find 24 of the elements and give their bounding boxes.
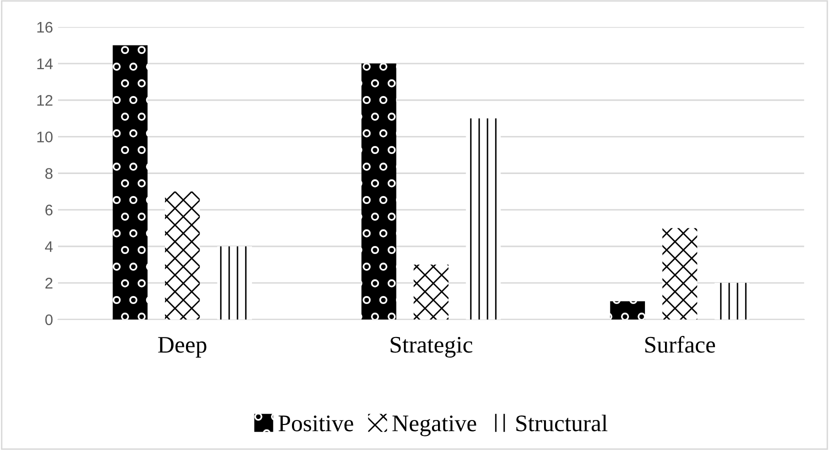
y-tick-label: 2	[45, 278, 52, 288]
legend-label: Structural	[516, 414, 608, 432]
y-tick-label: 6	[45, 204, 52, 216]
bar	[610, 301, 645, 320]
y-tick-label: 12	[37, 94, 52, 106]
bar	[164, 192, 200, 320]
y-tick-label: 10	[37, 132, 53, 142]
y-tick-label: 8	[45, 168, 53, 179]
bar	[466, 118, 501, 320]
bar	[112, 45, 148, 320]
bar	[361, 64, 396, 320]
bar	[714, 282, 750, 320]
y-tick-label: 14	[37, 58, 53, 70]
bar	[414, 264, 448, 320]
y-tick-label: 16	[37, 22, 52, 33]
y-tick-label: 0	[45, 314, 53, 326]
x-tick-label: Strategic	[390, 336, 472, 358]
bar	[662, 228, 698, 320]
legend-label: Positive	[278, 415, 354, 432]
x-tick-label: Surface	[645, 336, 716, 353]
y-tick-label: 4	[45, 241, 53, 252]
legend-label: Negative	[392, 415, 476, 436]
x-tick-label: Deep	[158, 337, 206, 358]
bar	[217, 246, 252, 320]
